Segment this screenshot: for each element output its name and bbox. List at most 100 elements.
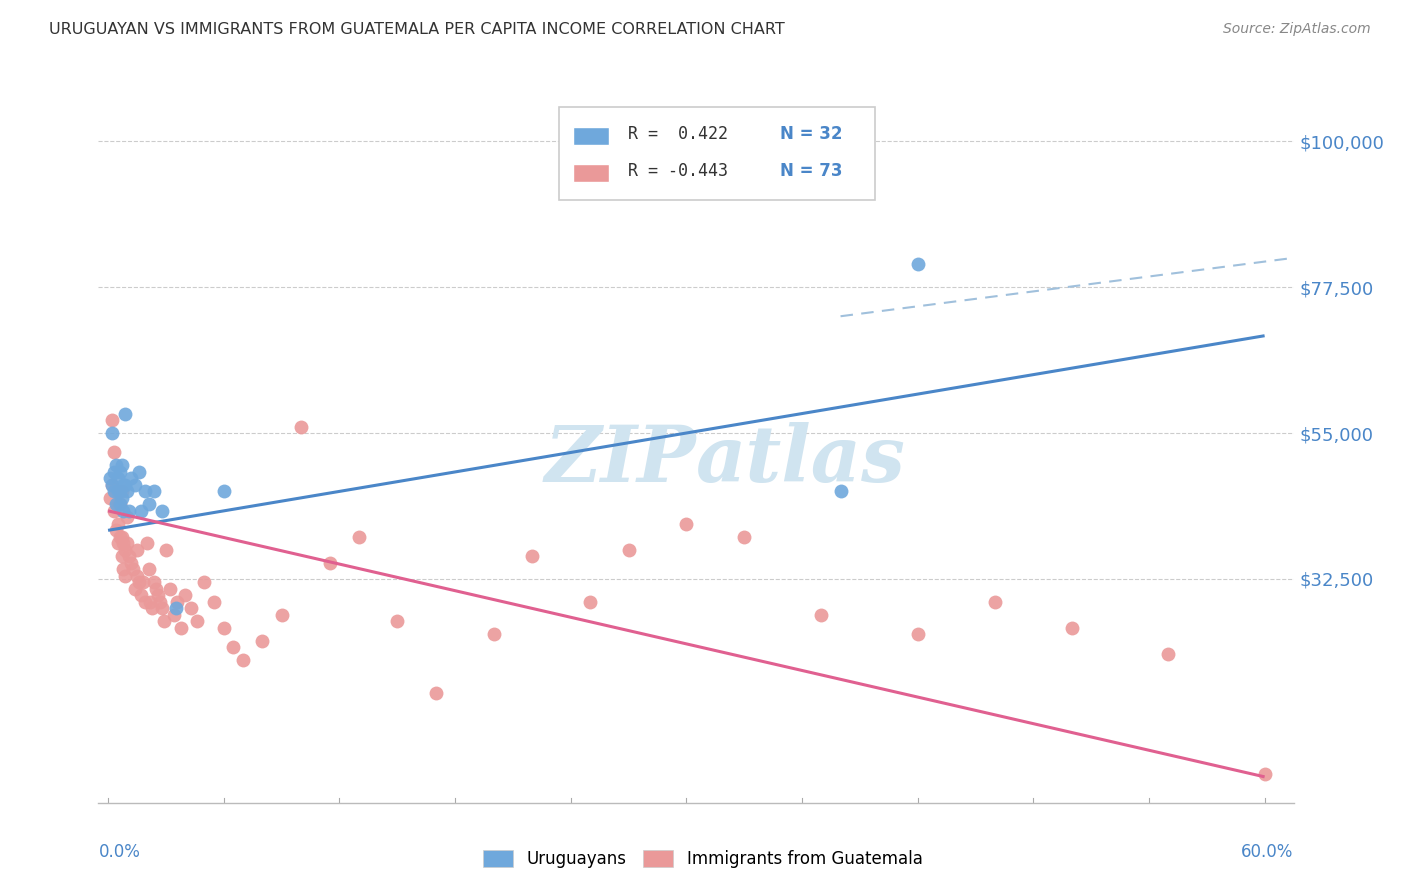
Point bbox=[110, 484, 132, 499]
Point bbox=[1253, 766, 1275, 780]
Point bbox=[143, 575, 166, 590]
Point bbox=[166, 595, 188, 609]
Point bbox=[104, 484, 127, 499]
Point bbox=[425, 685, 447, 699]
Text: N = 73: N = 73 bbox=[780, 162, 842, 180]
Point bbox=[319, 556, 342, 570]
Point bbox=[108, 530, 131, 544]
Point bbox=[103, 445, 125, 459]
Point bbox=[733, 530, 755, 544]
Point bbox=[108, 497, 131, 511]
Point bbox=[114, 568, 136, 582]
Text: 60.0%: 60.0% bbox=[1241, 843, 1294, 861]
Point bbox=[617, 542, 640, 557]
Point bbox=[132, 575, 155, 590]
Text: 0.0%: 0.0% bbox=[98, 843, 141, 861]
Point bbox=[830, 484, 852, 499]
Point bbox=[138, 497, 160, 511]
Point bbox=[107, 497, 129, 511]
FancyBboxPatch shape bbox=[558, 107, 875, 200]
Point bbox=[180, 601, 202, 615]
Point bbox=[117, 510, 139, 524]
Point bbox=[98, 471, 121, 485]
Point bbox=[135, 536, 157, 550]
Point bbox=[110, 491, 132, 505]
Point bbox=[810, 607, 832, 622]
Point bbox=[162, 607, 184, 622]
Point bbox=[101, 478, 124, 492]
Point bbox=[112, 536, 135, 550]
Point bbox=[98, 491, 121, 505]
Point bbox=[202, 595, 225, 609]
Point bbox=[103, 465, 125, 479]
Point bbox=[212, 484, 235, 499]
Point bbox=[101, 425, 124, 440]
Text: R =  0.422: R = 0.422 bbox=[628, 125, 728, 143]
Point bbox=[120, 471, 142, 485]
Point bbox=[125, 542, 148, 557]
Point bbox=[290, 419, 312, 434]
Point bbox=[118, 549, 141, 564]
Point bbox=[112, 562, 135, 576]
Point bbox=[270, 607, 292, 622]
Point bbox=[139, 595, 162, 609]
Point bbox=[1060, 621, 1083, 635]
Point bbox=[114, 542, 136, 557]
Point bbox=[143, 484, 166, 499]
Point bbox=[103, 504, 125, 518]
Point bbox=[174, 588, 197, 602]
Text: Source: ZipAtlas.com: Source: ZipAtlas.com bbox=[1223, 22, 1371, 37]
Text: R = -0.443: R = -0.443 bbox=[628, 162, 728, 180]
Point bbox=[114, 478, 136, 492]
Point bbox=[118, 504, 141, 518]
Point bbox=[482, 627, 505, 641]
Point bbox=[252, 633, 274, 648]
Point bbox=[104, 524, 127, 538]
Point bbox=[128, 575, 150, 590]
Point bbox=[141, 601, 163, 615]
Point bbox=[150, 504, 173, 518]
Bar bbox=[572, 127, 609, 145]
Point bbox=[148, 588, 170, 602]
Point bbox=[907, 257, 929, 271]
Point bbox=[112, 504, 135, 518]
Point bbox=[193, 575, 215, 590]
Point bbox=[107, 516, 129, 531]
Point bbox=[675, 516, 697, 531]
Point bbox=[122, 562, 145, 576]
Point bbox=[129, 588, 152, 602]
Point bbox=[107, 536, 129, 550]
Text: N = 32: N = 32 bbox=[780, 125, 842, 143]
Point bbox=[347, 530, 370, 544]
Point bbox=[128, 465, 150, 479]
Point bbox=[212, 621, 235, 635]
Point bbox=[222, 640, 245, 654]
Point bbox=[117, 484, 139, 499]
Point bbox=[125, 568, 148, 582]
Point bbox=[110, 530, 132, 544]
Text: atlas: atlas bbox=[696, 422, 905, 499]
Point bbox=[108, 497, 131, 511]
Point bbox=[108, 484, 131, 499]
Point bbox=[124, 478, 146, 492]
Point bbox=[104, 458, 127, 473]
Point bbox=[907, 627, 929, 641]
Point bbox=[107, 471, 129, 485]
Point bbox=[153, 614, 176, 628]
Point bbox=[107, 484, 129, 499]
Point bbox=[108, 465, 131, 479]
Point bbox=[579, 595, 602, 609]
Point bbox=[110, 458, 132, 473]
Point bbox=[112, 478, 135, 492]
Point bbox=[129, 504, 152, 518]
Point bbox=[120, 556, 142, 570]
Point bbox=[134, 595, 156, 609]
Point bbox=[114, 407, 136, 421]
Point bbox=[117, 536, 139, 550]
Point bbox=[1157, 647, 1180, 661]
Point bbox=[984, 595, 1007, 609]
Point bbox=[149, 595, 172, 609]
Text: ZIP: ZIP bbox=[544, 422, 696, 499]
Point bbox=[101, 413, 124, 427]
Legend: Uruguayans, Immigrants from Guatemala: Uruguayans, Immigrants from Guatemala bbox=[477, 843, 929, 875]
